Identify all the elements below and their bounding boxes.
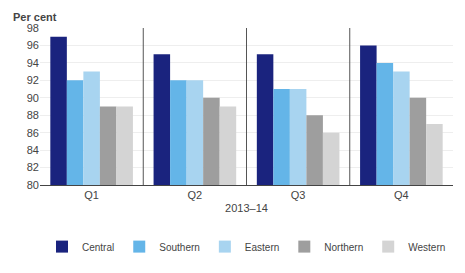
svg-text:88: 88 [27,109,39,121]
svg-text:84: 84 [27,144,39,156]
svg-text:86: 86 [27,127,39,139]
svg-text:90: 90 [27,92,39,104]
svg-text:82: 82 [27,161,39,173]
svg-text:Southern: Southern [159,242,200,253]
svg-text:Q3: Q3 [291,189,306,201]
svg-text:80: 80 [27,179,39,191]
svg-text:96: 96 [27,39,39,51]
svg-text:Central: Central [82,242,114,253]
svg-text:Q2: Q2 [188,189,203,201]
svg-text:98: 98 [27,22,39,34]
svg-text:2013–14: 2013–14 [225,202,268,214]
svg-text:Per cent: Per cent [13,11,57,23]
svg-text:Western: Western [408,242,445,253]
svg-text:Q1: Q1 [84,189,99,201]
svg-text:94: 94 [27,57,39,69]
svg-text:Q4: Q4 [394,189,409,201]
svg-text:Eastern: Eastern [245,242,279,253]
svg-text:Northern: Northern [324,242,363,253]
svg-text:92: 92 [27,74,39,86]
